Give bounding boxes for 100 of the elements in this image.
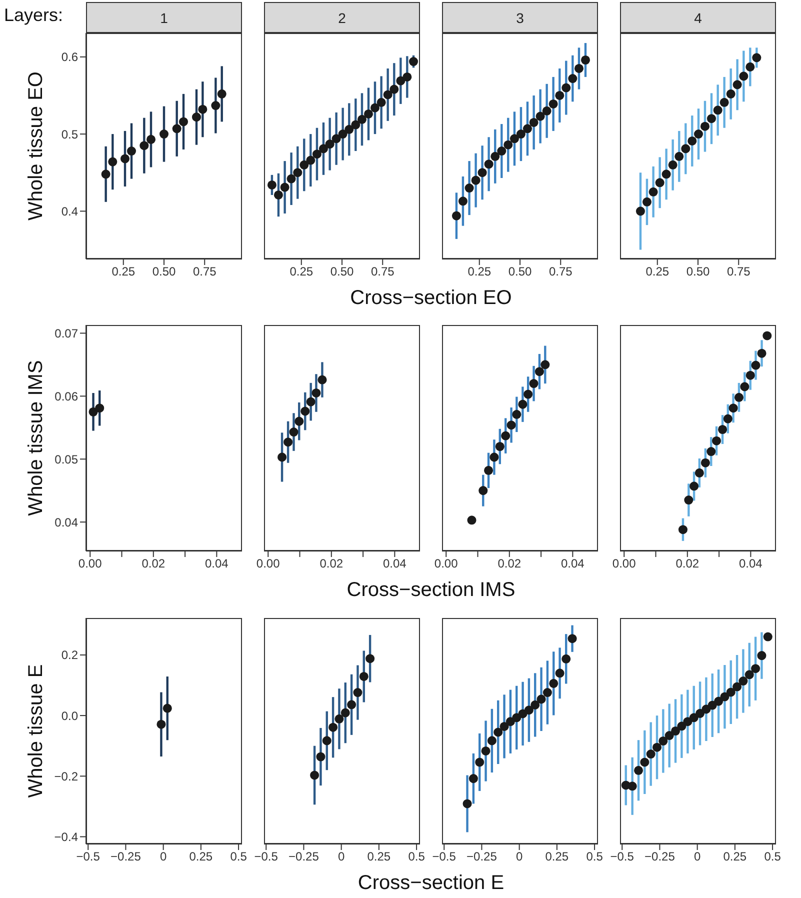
- x-tick-label: 0.75: [192, 264, 217, 279]
- x-tick-label: −0.5: [76, 850, 100, 864]
- point: [720, 98, 729, 107]
- point: [542, 106, 552, 116]
- point: [636, 206, 645, 216]
- point: [487, 736, 496, 746]
- point: [464, 184, 474, 193]
- text: Layers:: [4, 5, 64, 26]
- point: [536, 694, 546, 704]
- x-tick-label: 0.5: [408, 850, 426, 864]
- x-tick-label: 0.25: [367, 850, 391, 864]
- point: [696, 708, 705, 718]
- point: [481, 746, 490, 756]
- y-axis-title: Whole tissue IMS: [25, 359, 48, 518]
- point: [217, 89, 226, 98]
- point: [662, 170, 671, 179]
- point: [359, 672, 368, 681]
- y-tick-label: 0.06: [54, 389, 78, 404]
- chart-title: 2: [264, 2, 420, 33]
- point: [728, 404, 738, 413]
- point: [634, 766, 644, 775]
- point: [718, 424, 728, 434]
- x-tick-label: 0.04: [561, 556, 585, 571]
- point: [366, 654, 375, 664]
- point: [328, 722, 338, 732]
- point: [318, 375, 327, 384]
- point: [732, 682, 742, 692]
- point: [714, 696, 724, 706]
- point: [712, 436, 722, 446]
- x-tick-label: 0.25: [468, 264, 492, 279]
- point: [668, 160, 678, 170]
- x-tick-label: −0.25: [110, 850, 142, 864]
- point: [684, 496, 694, 505]
- point: [462, 799, 472, 808]
- point: [340, 708, 350, 718]
- point: [396, 76, 406, 86]
- point: [744, 670, 754, 680]
- point: [402, 72, 412, 82]
- chart-title: 1: [86, 2, 242, 33]
- point: [522, 124, 532, 134]
- x-tick-label: 0.00: [434, 556, 458, 571]
- x-tick-label: 0.5: [764, 850, 782, 864]
- point: [734, 392, 744, 402]
- x-tick-label: 0.00: [78, 556, 102, 571]
- x-tick-label: 0.75: [726, 264, 751, 279]
- point: [689, 713, 698, 722]
- x-tick-label: 0.25: [545, 850, 569, 864]
- point: [211, 101, 220, 110]
- point: [726, 688, 736, 697]
- x-tick-label: 0.50: [686, 264, 710, 279]
- point: [278, 452, 287, 462]
- point: [475, 758, 484, 767]
- x-tick-label: 0.50: [152, 264, 176, 279]
- point: [316, 752, 326, 762]
- point: [548, 99, 558, 108]
- point: [751, 360, 760, 370]
- point: [562, 83, 571, 92]
- point: [494, 728, 503, 737]
- x-tick-label: 0.02: [498, 556, 522, 571]
- point: [506, 717, 515, 726]
- point: [700, 122, 710, 131]
- x-axis-title: Cross−section IMS: [346, 579, 516, 602]
- point: [286, 174, 296, 184]
- point: [344, 124, 354, 134]
- point: [120, 154, 130, 164]
- x-tick-label: −0.25: [644, 850, 676, 864]
- point: [763, 632, 772, 642]
- point: [289, 428, 298, 437]
- point: [357, 114, 366, 124]
- point: [751, 664, 760, 674]
- y-tick-label: 0.5: [61, 127, 78, 142]
- point: [408, 57, 418, 66]
- x-tick-label: 0: [516, 850, 523, 864]
- point: [293, 168, 302, 178]
- point: [351, 120, 360, 130]
- point: [555, 668, 564, 678]
- point: [655, 178, 664, 188]
- point: [664, 731, 674, 740]
- point: [294, 416, 304, 426]
- point: [524, 390, 533, 399]
- point: [580, 55, 590, 64]
- point: [490, 152, 500, 161]
- x-tick-label: 0.25: [189, 850, 213, 864]
- point: [562, 654, 571, 664]
- point: [332, 134, 341, 144]
- x-tick-label: 0.02: [676, 556, 700, 571]
- point: [325, 140, 334, 149]
- point: [458, 196, 468, 206]
- y-axis-title: Whole tissue E: [25, 663, 48, 800]
- x-tick-label: −0.5: [610, 850, 634, 864]
- x-tick-label: 0.5: [230, 850, 248, 864]
- point: [762, 331, 772, 340]
- x-tick-label: 0.00: [256, 556, 280, 571]
- point: [534, 367, 544, 376]
- point: [146, 134, 156, 144]
- point: [510, 134, 519, 144]
- point: [468, 774, 478, 784]
- point: [726, 89, 736, 98]
- point: [312, 388, 321, 398]
- point: [720, 692, 730, 702]
